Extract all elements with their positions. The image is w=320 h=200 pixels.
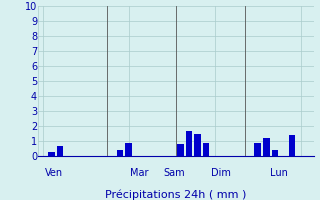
Text: Précipitations 24h ( mm ): Précipitations 24h ( mm ) [105, 189, 247, 200]
Bar [177, 144, 184, 156]
Bar [263, 138, 269, 156]
Bar [117, 150, 123, 156]
Bar [186, 130, 192, 156]
Bar [48, 152, 54, 156]
Bar [254, 142, 261, 156]
Text: Mar: Mar [130, 168, 148, 178]
Text: Lun: Lun [270, 168, 288, 178]
Text: Ven: Ven [44, 168, 63, 178]
Bar [203, 142, 209, 156]
Bar [194, 134, 201, 156]
Bar [272, 150, 278, 156]
Bar [57, 146, 63, 156]
Text: Sam: Sam [164, 168, 185, 178]
Bar [289, 135, 295, 156]
Text: Dim: Dim [212, 168, 231, 178]
Bar [125, 142, 132, 156]
